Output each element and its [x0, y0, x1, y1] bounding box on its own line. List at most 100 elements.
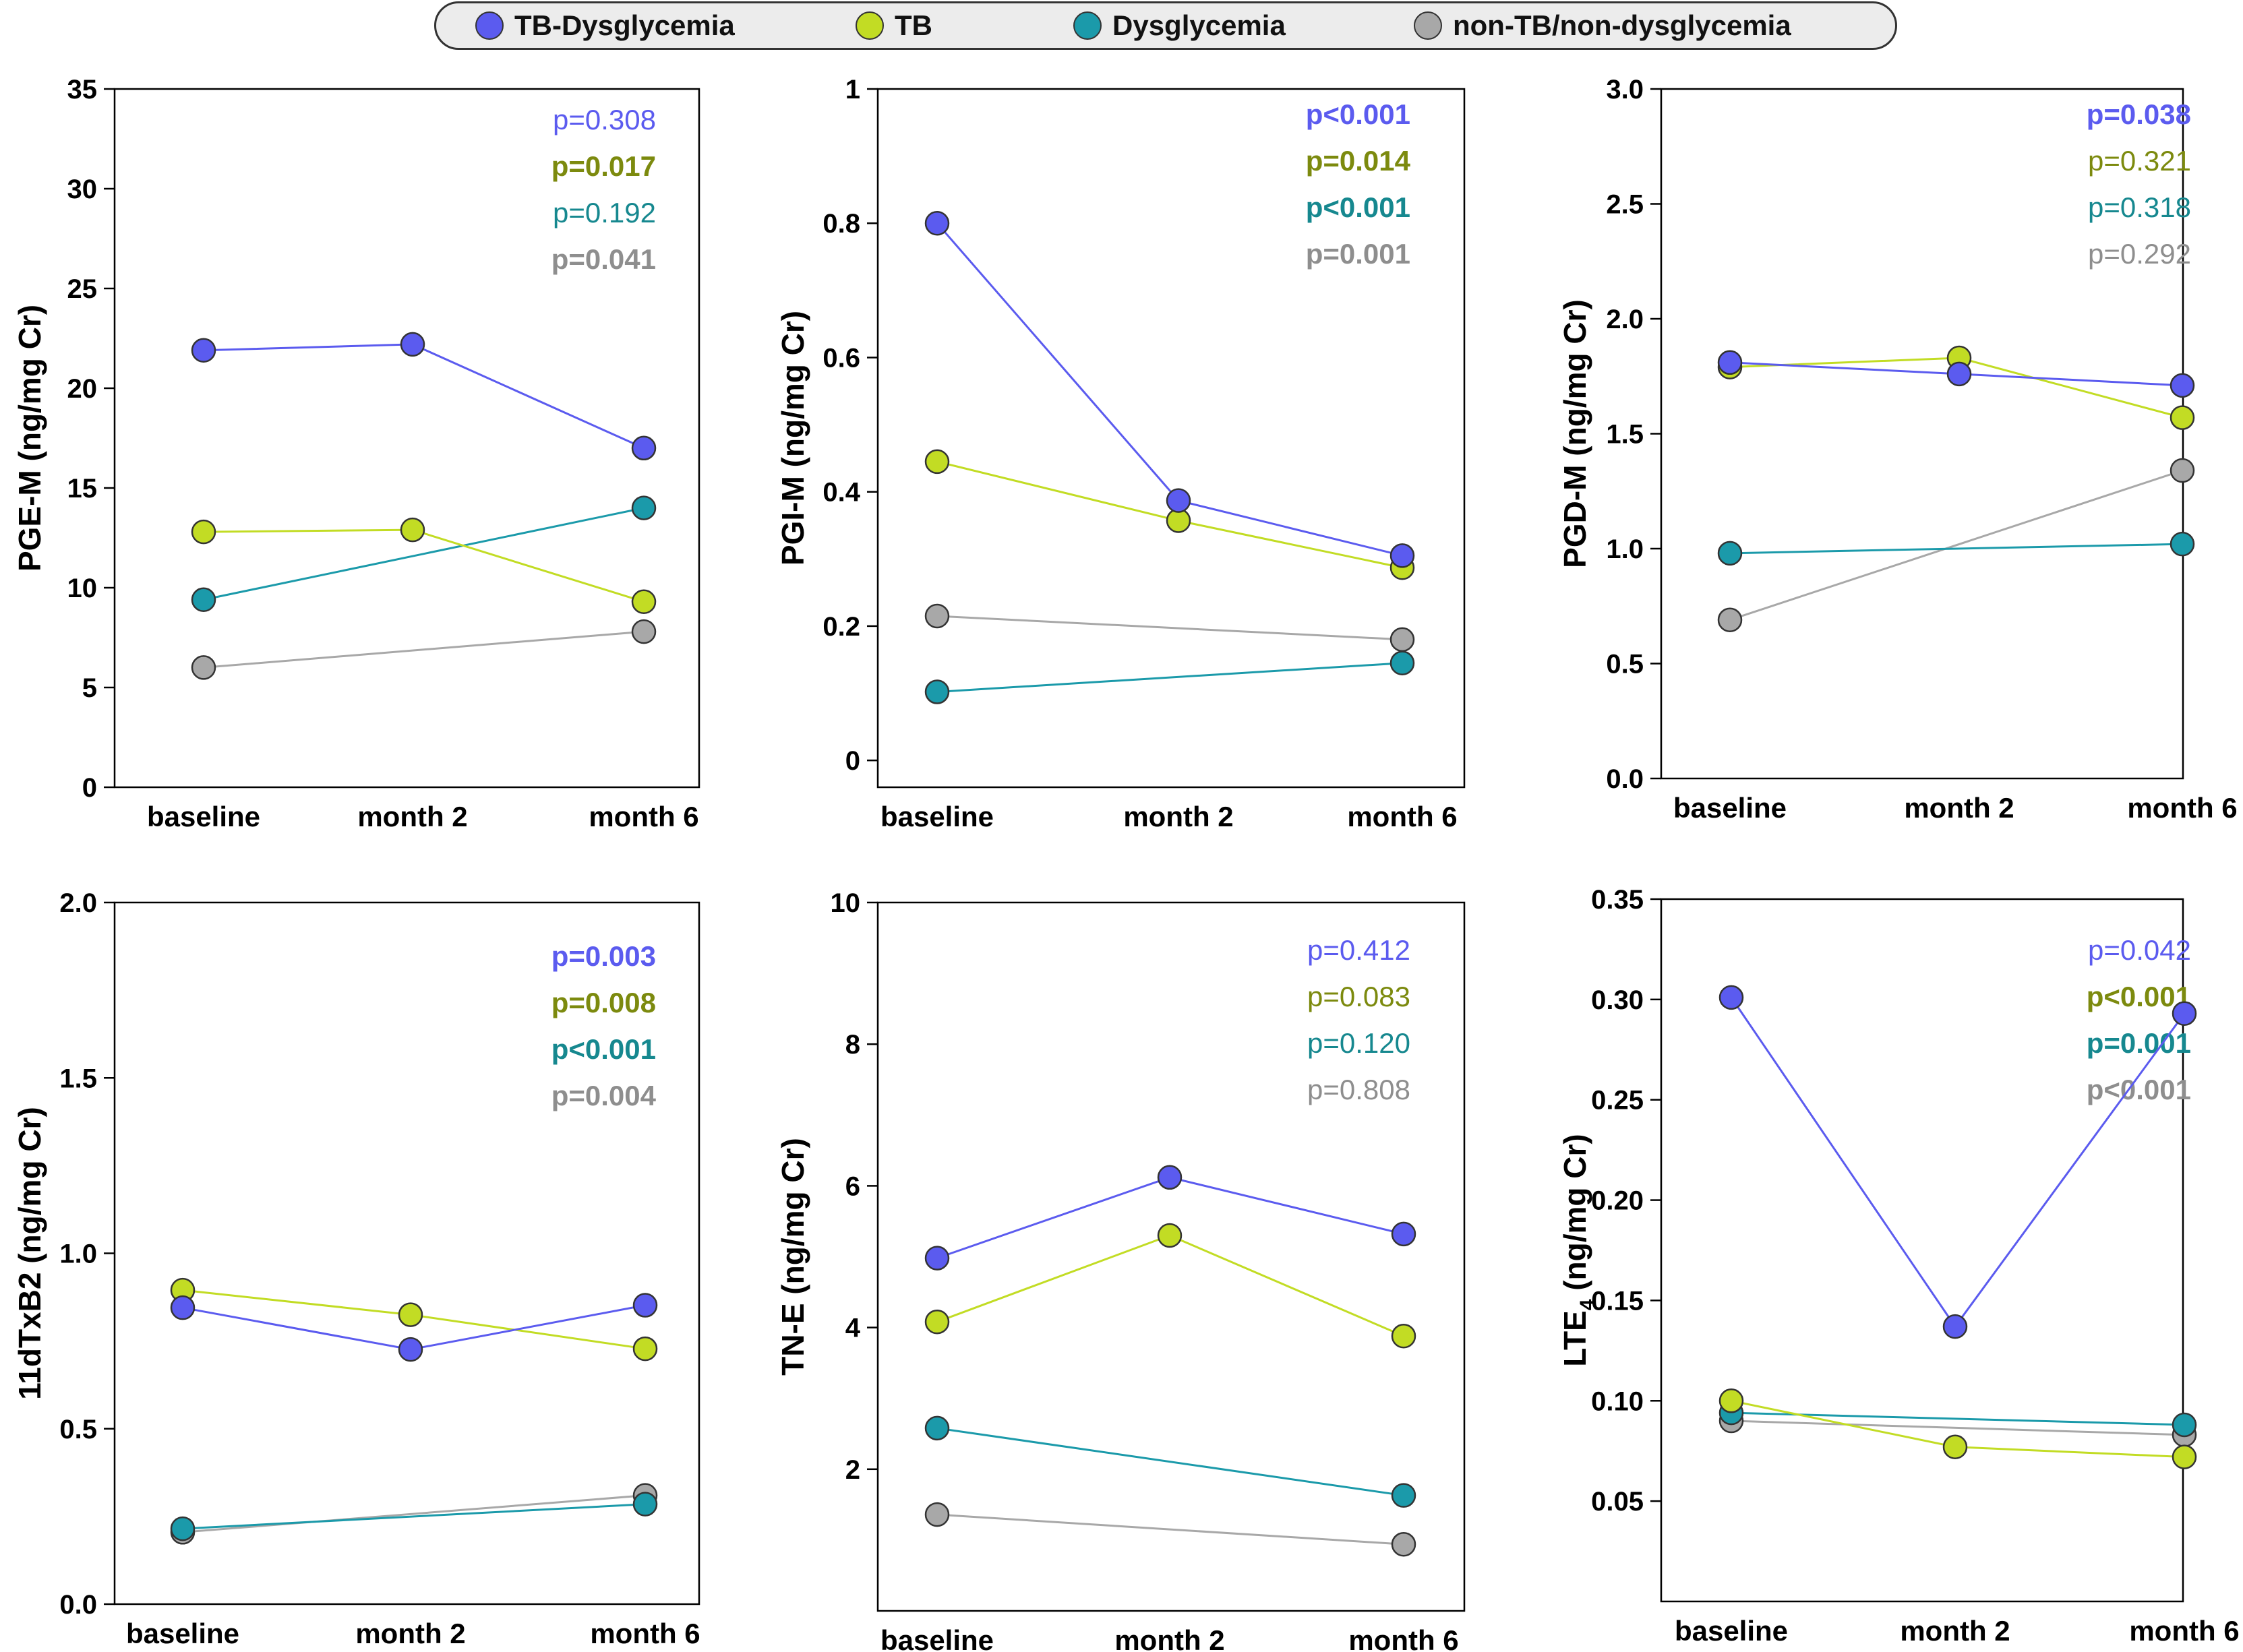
legend-item-non-tb-non-dysglycemia: non-TB/non-dysglycemia [1414, 3, 1791, 48]
legend: TB-Dysglycemia TB Dysglycemia non-TB/non… [434, 1, 1897, 50]
y-tick-label: 25 [67, 274, 98, 304]
data-point [1391, 1323, 1416, 1349]
data-point [924, 210, 950, 236]
y-axis-label: PGI-M (ng/mg Cr) [775, 311, 810, 565]
x-tick-label: month 2 [1123, 801, 1233, 832]
data-point [2170, 458, 2195, 483]
p-value-label: p=0.808 [1307, 1074, 1410, 1105]
series-tb-dysglycemia [924, 210, 1415, 568]
data-point [191, 519, 216, 545]
y-tick-label: 0.25 [1591, 1086, 1644, 1115]
legend-item-dysglycemia: Dysglycemia [1073, 3, 1286, 48]
p-value-label: p=0.083 [1307, 981, 1410, 1012]
data-point [1391, 1531, 1416, 1557]
series-line [1729, 543, 2183, 555]
chart-panel-lte4: 0.05 0.10 0.15 0.20 0.25 0.30 0.35 baseline mont… [1557, 885, 2240, 1647]
data-point [632, 1293, 658, 1318]
p-value-label: p=0.008 [551, 987, 656, 1018]
data-point [2170, 531, 2195, 557]
chart-panel-pgd-m: 0.0 0.5 1.0 1.5 2.0 2.5 3.0 baseline month 2 mont… [1557, 75, 2238, 824]
legend-marker [1414, 11, 1442, 40]
data-point [924, 1415, 950, 1441]
data-point [1166, 488, 1191, 513]
p-value-label: p=0.192 [553, 197, 656, 228]
p-value-label: p=0.001 [1306, 238, 1410, 270]
data-point [1718, 1388, 1744, 1413]
data-point [191, 587, 216, 613]
p-value-label: p=0.292 [2088, 238, 2191, 270]
data-point [2170, 373, 2195, 398]
series-line [203, 507, 645, 601]
data-point [924, 1246, 950, 1271]
data-point [924, 603, 950, 629]
p-value-label: p=0.042 [2088, 934, 2191, 966]
y-axis-label: 11dTxB2 (ng/mg Cr) [12, 1107, 47, 1400]
data-point [398, 1302, 423, 1327]
legend-label: Dysglycemia [1112, 9, 1286, 41]
y-tick-label: 0.4 [823, 478, 860, 508]
series-line [1729, 469, 2183, 621]
y-tick-label: 1.0 [1606, 534, 1644, 564]
p-value-label: p<0.001 [2087, 981, 2191, 1012]
p-value-label: p=0.412 [1307, 934, 1410, 966]
data-point [924, 1502, 950, 1527]
series-line [936, 1427, 1404, 1497]
y-tick-label: 1.5 [59, 1064, 97, 1093]
series-tb-dysglycemia [170, 1293, 658, 1362]
p-value-label: p=0.321 [2088, 145, 2191, 177]
series-line [936, 615, 1403, 641]
legend-marker [856, 11, 884, 40]
y-tick-label: 6 [845, 1171, 860, 1201]
p-value-label: p=0.041 [551, 243, 656, 275]
p-value-label: p=0.003 [551, 940, 656, 972]
data-point [924, 679, 950, 704]
p-value-label: p<0.001 [2087, 1074, 2191, 1105]
legend-marker [475, 11, 504, 40]
series-line [936, 1234, 1404, 1337]
series-dysglycemia [1718, 1400, 2197, 1438]
data-point [1717, 541, 1743, 566]
series-non-tb-non-dysglycemia [191, 619, 657, 680]
data-point [631, 619, 657, 644]
x-tick-label: baseline [880, 801, 994, 832]
series-tb-dysglycemia [191, 332, 657, 461]
x-tick-label: month 2 [1114, 1624, 1224, 1652]
x-tick-label: baseline [880, 1624, 994, 1652]
p-value-label: p=0.038 [2087, 98, 2191, 130]
y-tick-label: 0.35 [1591, 885, 1644, 915]
data-point [1389, 650, 1415, 675]
chart-panel-pgi-m: 0 0.2 0.4 0.6 0.8 1 baseline month 2 month 6 PGI-… [775, 75, 1466, 832]
y-tick-label: 5 [82, 673, 97, 703]
data-point [1389, 543, 1415, 568]
data-point [191, 338, 216, 363]
y-tick-label: 0.10 [1591, 1386, 1644, 1416]
y-tick-label: 1 [845, 75, 860, 104]
series-line [203, 343, 645, 450]
y-tick-label: 0.0 [59, 1590, 97, 1620]
p-value-label: p=0.001 [2087, 1027, 2191, 1059]
p-value-label: p=0.120 [1307, 1027, 1410, 1059]
data-point [1157, 1165, 1183, 1190]
data-point [631, 435, 657, 461]
series-line [182, 1494, 646, 1533]
data-point [924, 1309, 950, 1335]
data-point [631, 589, 657, 614]
y-tick-label: 0.5 [1606, 650, 1644, 679]
y-tick-label: 0.30 [1591, 985, 1644, 1015]
series-line [203, 630, 645, 669]
chart-panel-11dtxb2: 0.0 0.5 1.0 1.5 2.0 baseline month 2 month 6 11d… [12, 888, 700, 1649]
x-tick-label: month 2 [1904, 792, 2014, 824]
y-tick-label: 2.0 [59, 888, 97, 918]
data-point [924, 449, 950, 475]
series-dysglycemia [924, 650, 1415, 704]
y-tick-label: 15 [67, 474, 98, 503]
series-tb [191, 517, 657, 614]
data-point [170, 1295, 196, 1320]
y-tick-label: 0.8 [823, 209, 860, 239]
y-tick-label: 20 [67, 374, 98, 404]
x-tick-label: month 2 [355, 1618, 465, 1649]
x-tick-label: month 2 [357, 801, 467, 832]
y-tick-label: 0.2 [823, 612, 860, 642]
series-non-tb-non-dysglycemia [924, 603, 1415, 652]
